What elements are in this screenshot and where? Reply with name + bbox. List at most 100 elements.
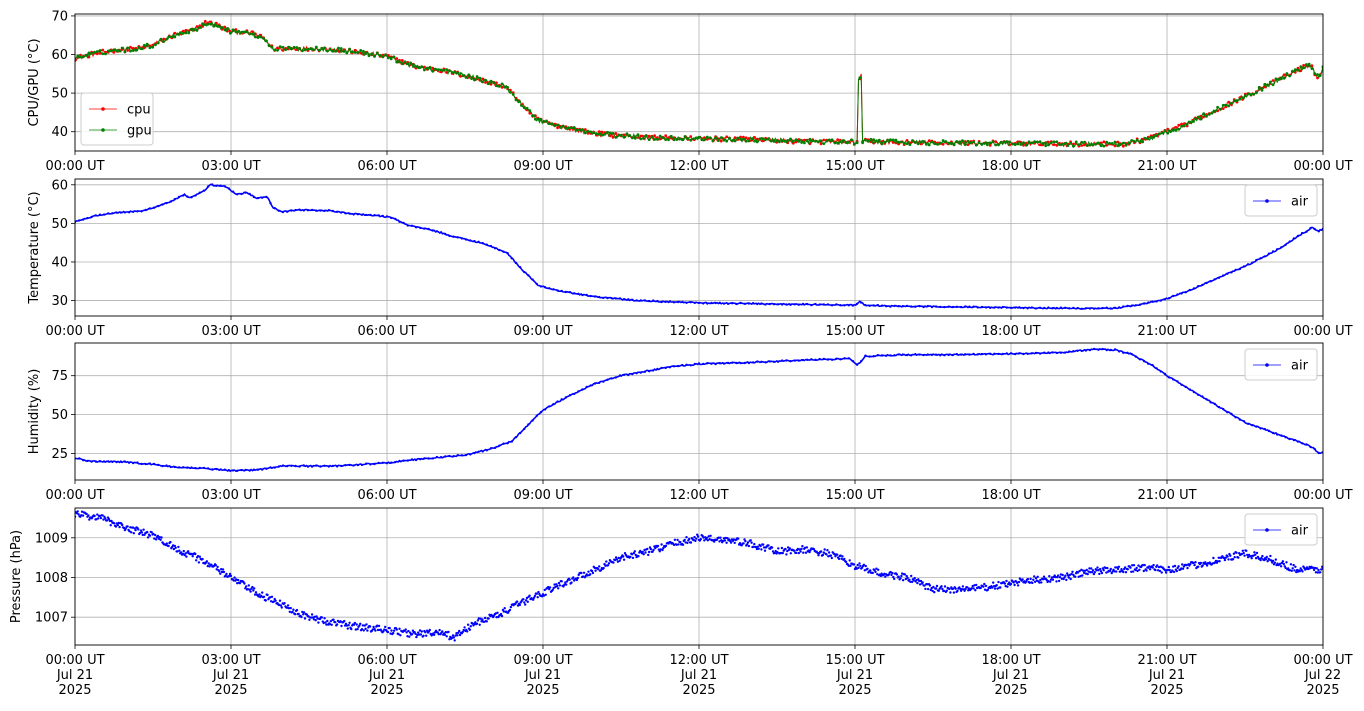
data-point: [476, 619, 480, 622]
data-point: [1237, 556, 1240, 559]
data-point: [606, 296, 609, 300]
data-point: [719, 136, 723, 140]
data-point: [198, 191, 201, 194]
data-point: [560, 398, 563, 401]
data-point: [1194, 117, 1197, 121]
data-point: [1298, 570, 1302, 573]
data-point: [822, 303, 825, 306]
data-point: [1068, 307, 1071, 310]
data-point: [925, 143, 928, 146]
data-point: [455, 632, 458, 635]
data-point: [751, 361, 755, 364]
data-point: [298, 208, 301, 211]
data-point: [1098, 572, 1101, 576]
data-point: [1074, 575, 1077, 578]
data-point: [1155, 300, 1158, 303]
data-point: [324, 621, 327, 624]
data-point: [1024, 143, 1028, 147]
data-point: [358, 624, 361, 627]
data-point: [602, 566, 605, 570]
data-point: [516, 604, 520, 607]
data-point: [583, 128, 587, 131]
data-point: [353, 48, 357, 52]
data-point: [835, 303, 838, 306]
data-point: [385, 215, 389, 218]
data-point: [1134, 568, 1138, 572]
data-point: [910, 580, 914, 584]
data-point: [1164, 571, 1168, 574]
data-point: [1318, 74, 1322, 77]
data-point: [1246, 422, 1250, 425]
data-point: [857, 566, 860, 569]
data-point: [757, 547, 760, 550]
data-point: [1113, 140, 1117, 144]
data-point: [603, 132, 607, 136]
x-tick-label: 15:00 UT: [825, 488, 884, 503]
data-point: [403, 60, 407, 64]
data-point: [889, 305, 892, 308]
data-point: [804, 551, 808, 554]
data-point: [587, 570, 590, 573]
data-point: [1018, 352, 1021, 355]
data-point: [306, 209, 310, 212]
data-point: [607, 562, 611, 565]
data-point: [664, 138, 668, 142]
data-point: [258, 593, 261, 596]
data-point: [1080, 568, 1083, 571]
data-point: [148, 462, 152, 465]
data-point: [803, 546, 807, 549]
data-point: [996, 587, 999, 590]
data-point: [633, 136, 637, 140]
data-point: [709, 534, 712, 537]
data-point: [278, 599, 282, 602]
x-tick-label: 21:00 UT: [1137, 159, 1196, 174]
data-point: [1099, 570, 1103, 573]
data-point: [871, 571, 874, 575]
legend: air: [1244, 348, 1318, 381]
data-point: [839, 140, 842, 144]
data-point: [511, 93, 515, 96]
data-point: [1018, 306, 1021, 309]
data-point: [1122, 305, 1125, 308]
data-point: [922, 140, 925, 144]
data-point: [502, 442, 505, 445]
data-point: [627, 373, 630, 377]
y-tick-label: 40: [51, 125, 68, 140]
data-point: [1280, 434, 1283, 437]
data-point: [1077, 575, 1080, 578]
data-point: [617, 134, 620, 137]
data-point: [635, 372, 638, 375]
data-point: [469, 239, 472, 242]
data-point: [1222, 274, 1225, 277]
x-tick-label: 03:00 UT: [201, 488, 260, 503]
data-point: [660, 300, 663, 304]
data-point: [789, 552, 792, 555]
y-axis-title: Pressure (hPa): [9, 530, 24, 623]
data-point: [373, 214, 376, 217]
x-tick-label: 03:00 UT Jul 21 2025: [201, 653, 260, 698]
data-point: [1316, 571, 1319, 574]
data-point: [1238, 418, 1242, 421]
data-point: [1083, 140, 1086, 144]
data-point: [1051, 578, 1055, 581]
data-point: [918, 304, 921, 308]
data-point: [647, 550, 651, 554]
data-point: [1260, 88, 1264, 92]
data-point: [597, 133, 601, 136]
data-point: [479, 617, 482, 620]
data-point: [334, 49, 338, 53]
data-point: [753, 542, 756, 546]
data-point: [1255, 551, 1259, 555]
data-point: [76, 510, 79, 513]
data-point: [602, 380, 605, 383]
data-point: [195, 25, 199, 28]
data-point: [939, 305, 942, 309]
data-point: [1155, 134, 1158, 138]
data-point: [1069, 577, 1072, 581]
data-point: [947, 353, 950, 357]
data-point: [986, 143, 989, 147]
data-point: [1156, 564, 1159, 567]
data-point: [93, 514, 96, 518]
data-point: [377, 461, 380, 465]
data-point: [1039, 578, 1042, 582]
